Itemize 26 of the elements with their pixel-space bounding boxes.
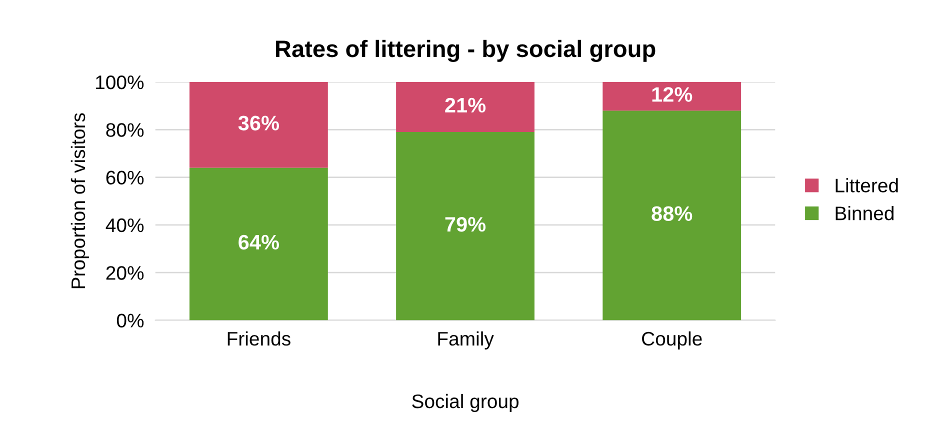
y-tick-label: 40% — [106, 218, 144, 232]
legend-label: Littered — [836, 178, 898, 192]
legend-label: Binned — [836, 206, 894, 220]
x-tick-label: Couple — [642, 331, 702, 350]
data-label: 79% — [445, 216, 486, 232]
y-tick-label: 100% — [96, 75, 144, 90]
x-tick-label: Family — [438, 331, 494, 350]
data-label: 12% — [652, 87, 692, 102]
x-tick-label: Friends — [228, 331, 290, 346]
bar — [189, 82, 328, 168]
y-tick-label: 80% — [106, 123, 144, 137]
data-label: 64% — [238, 234, 279, 250]
bar — [189, 168, 328, 320]
y-tick-label: 0% — [116, 314, 144, 328]
chart-title: Rates of littering - by social group — [276, 40, 656, 62]
bar — [602, 82, 742, 111]
bar — [396, 132, 534, 320]
x-axis-title: Social group — [412, 394, 519, 412]
data-label: 88% — [652, 206, 692, 222]
bar — [602, 110, 742, 320]
y-tick-label: 60% — [106, 170, 144, 185]
bar — [396, 82, 534, 132]
y-axis-title: Proportion of visitors — [70, 113, 90, 288]
y-tick-label: 20% — [106, 266, 144, 280]
data-label: 21% — [445, 98, 486, 113]
data-label: 36% — [238, 116, 279, 130]
